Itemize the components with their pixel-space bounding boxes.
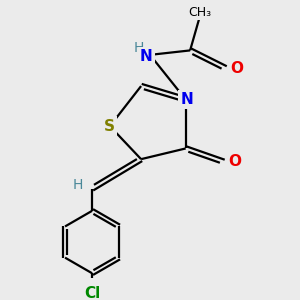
- Text: O: O: [230, 61, 243, 76]
- Text: H: H: [134, 41, 145, 55]
- Text: H: H: [73, 178, 83, 192]
- Text: Cl: Cl: [84, 286, 100, 300]
- Text: CH₃: CH₃: [188, 6, 212, 19]
- Text: N: N: [180, 92, 193, 107]
- Text: O: O: [228, 154, 241, 169]
- Text: S: S: [103, 119, 115, 134]
- Text: N: N: [140, 49, 153, 64]
